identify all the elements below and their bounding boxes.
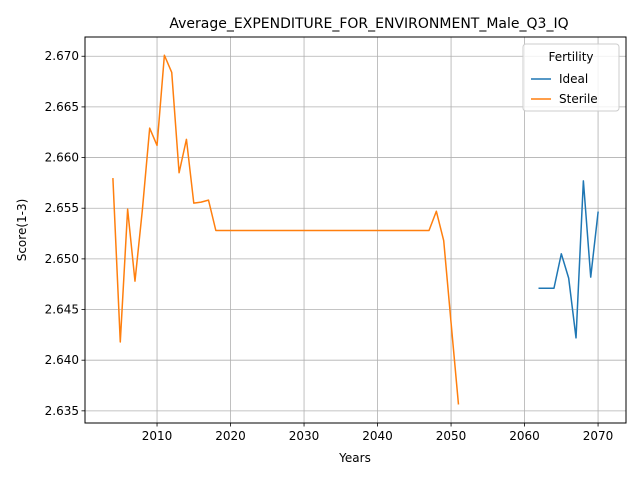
x-tick-label: 2010 <box>142 429 173 443</box>
x-tick-label: 2040 <box>362 429 393 443</box>
legend-title: Fertility <box>548 50 593 64</box>
y-tick-label: 2.655 <box>45 201 79 215</box>
chart-title: Average_EXPENDITURE_FOR_ENVIRONMENT_Male… <box>169 16 568 32</box>
x-tick-label: 2050 <box>436 429 467 443</box>
y-axis-ticks: 2.635 2.640 2.645 2.650 2.655 2.660 2.665 2.670 <box>45 49 85 418</box>
x-tick-label: 2020 <box>215 429 246 443</box>
series-line-sterile <box>112 54 460 405</box>
y-axis-label: Score(1-3) <box>15 199 29 262</box>
x-tick-label: 2060 <box>509 429 540 443</box>
y-tick-label: 2.665 <box>45 100 79 114</box>
series-layer <box>112 54 599 405</box>
y-tick-label: 2.645 <box>45 303 79 317</box>
y-tick-label: 2.650 <box>45 252 79 266</box>
legend-label-ideal: Ideal <box>559 72 588 86</box>
x-tick-label: 2030 <box>289 429 320 443</box>
legend: Fertility Ideal Sterile <box>522 43 620 112</box>
x-tick-label: 2070 <box>583 429 614 443</box>
y-tick-label: 2.640 <box>45 353 79 367</box>
y-tick-label: 2.670 <box>45 49 79 63</box>
legend-box <box>522 43 620 112</box>
y-tick-label: 2.660 <box>45 151 79 165</box>
grid <box>85 37 626 423</box>
x-axis-label: Years <box>338 451 371 465</box>
x-axis-ticks: 2010 2020 2030 2040 2050 2060 2070 <box>142 423 614 443</box>
series-line-ideal <box>538 180 599 339</box>
legend-label-sterile: Sterile <box>559 92 598 106</box>
y-tick-label: 2.635 <box>45 404 79 418</box>
plot-frame <box>84 36 627 424</box>
